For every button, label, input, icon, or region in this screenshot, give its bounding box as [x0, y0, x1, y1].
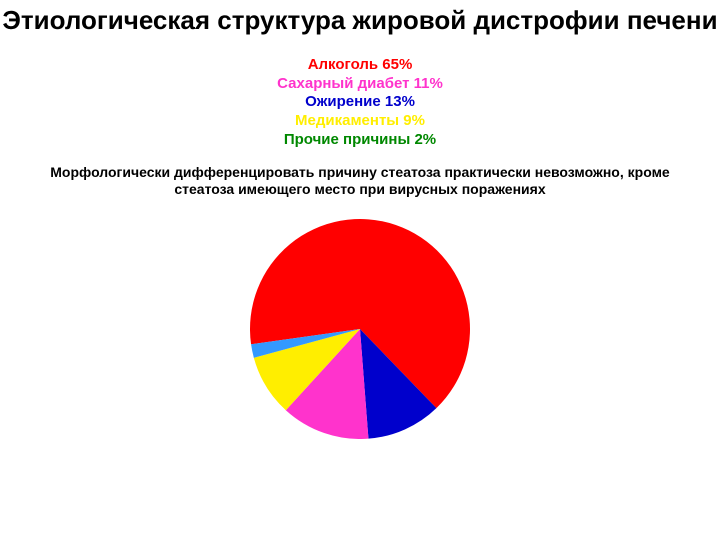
legend-item: Медикаменты 9% [0, 112, 720, 131]
legend: Алкоголь 65% Сахарный диабет 11% Ожирени… [0, 56, 720, 150]
pie-chart [250, 219, 470, 439]
subtitle: Морфологически дифференцировать причину … [0, 164, 720, 199]
page-title: Этиологическая структура жировой дистроф… [0, 0, 720, 36]
legend-item: Алкоголь 65% [0, 56, 720, 75]
pie-chart-container [0, 219, 720, 439]
legend-item: Прочие причины 2% [0, 131, 720, 150]
legend-item: Ожирение 13% [0, 93, 720, 112]
legend-item: Сахарный диабет 11% [0, 75, 720, 94]
